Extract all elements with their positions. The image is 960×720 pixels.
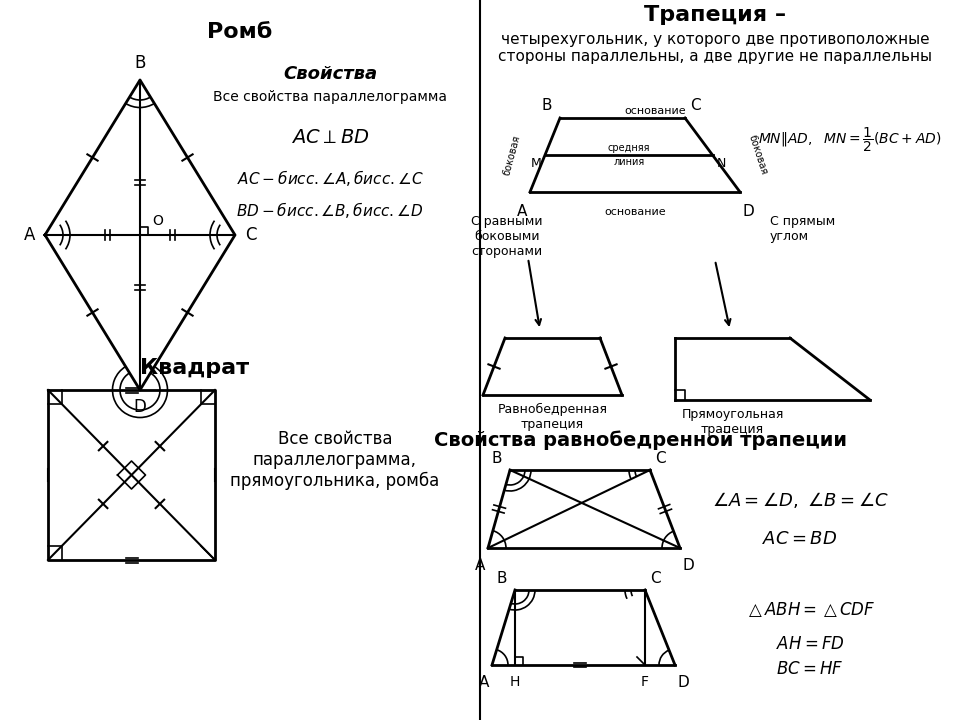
Text: C: C [650, 571, 660, 586]
Text: основание: основание [625, 106, 686, 116]
Text: Все свойства параллелограмма: Все свойства параллелограмма [213, 90, 447, 104]
Text: $AH = FD$: $AH = FD$ [776, 635, 845, 653]
Text: Квадрат: Квадрат [140, 358, 250, 378]
Text: $\triangle ABH=\triangle CDF$: $\triangle ABH=\triangle CDF$ [745, 600, 876, 619]
Text: C: C [245, 226, 256, 244]
Text: M: M [530, 157, 541, 170]
Text: C: C [690, 98, 701, 113]
Text: $\angle A = \angle D,\ \angle B = \angle C$: $\angle A = \angle D,\ \angle B = \angle… [711, 490, 888, 510]
Text: Ромб: Ромб [207, 22, 273, 42]
Text: $AC \perp BD$: $AC \perp BD$ [291, 128, 370, 147]
Text: A: A [479, 675, 490, 690]
Text: четырехугольник, у которого две противоположные
стороны параллельны, а две други: четырехугольник, у которого две противоп… [498, 32, 932, 64]
Text: D: D [683, 558, 694, 573]
Text: Все свойства
параллелограмма,
прямоугольника, ромба: Все свойства параллелограмма, прямоуголь… [230, 430, 440, 490]
Text: боковая: боковая [747, 134, 769, 176]
Text: N: N [716, 157, 726, 170]
Text: B: B [541, 98, 552, 113]
Text: D: D [133, 398, 147, 416]
Text: Равнобедренная
трапеция: Равнобедренная трапеция [497, 403, 608, 431]
Text: $AC = BD$: $AC = BD$ [762, 530, 838, 548]
Text: линия: линия [613, 157, 644, 167]
Text: $BD-бисс.\angle B,бисс.\angle D$: $BD-бисс.\angle B,бисс.\angle D$ [236, 200, 423, 220]
Text: основание: основание [604, 207, 666, 217]
Text: боковая: боковая [502, 134, 522, 176]
Text: Прямоугольная
трапеция: Прямоугольная трапеция [682, 408, 783, 436]
Text: $BC = HF$: $BC = HF$ [776, 660, 844, 678]
Text: B: B [496, 571, 507, 586]
Text: D: D [677, 675, 689, 690]
Text: H: H [510, 675, 520, 689]
Text: A: A [475, 558, 485, 573]
Text: средняя: средняя [608, 143, 650, 153]
Text: Свойства: Свойства [283, 65, 377, 83]
Text: $MN\|AD,\ \ MN=\dfrac{1}{2}(BC+AD)$: $MN\|AD,\ \ MN=\dfrac{1}{2}(BC+AD)$ [758, 126, 942, 154]
Text: D: D [742, 204, 754, 219]
Text: Трапеция –: Трапеция – [644, 5, 786, 25]
Text: Свойства равнобедренной трапеции: Свойства равнобедренной трапеции [434, 430, 847, 449]
Text: O: O [152, 214, 163, 228]
Text: C: C [655, 451, 665, 466]
Text: A: A [24, 226, 35, 244]
Text: B: B [134, 54, 146, 72]
Text: С прямым
углом: С прямым углом [770, 215, 835, 243]
Text: С равными
боковыми
сторонами: С равными боковыми сторонами [471, 215, 542, 258]
Text: F: F [641, 675, 649, 689]
Text: A: A [516, 204, 527, 219]
Text: $AC-бисс.\angle A,бисс.\angle C$: $AC-бисс.\angle A,бисс.\angle C$ [237, 168, 423, 188]
Text: B: B [492, 451, 502, 466]
